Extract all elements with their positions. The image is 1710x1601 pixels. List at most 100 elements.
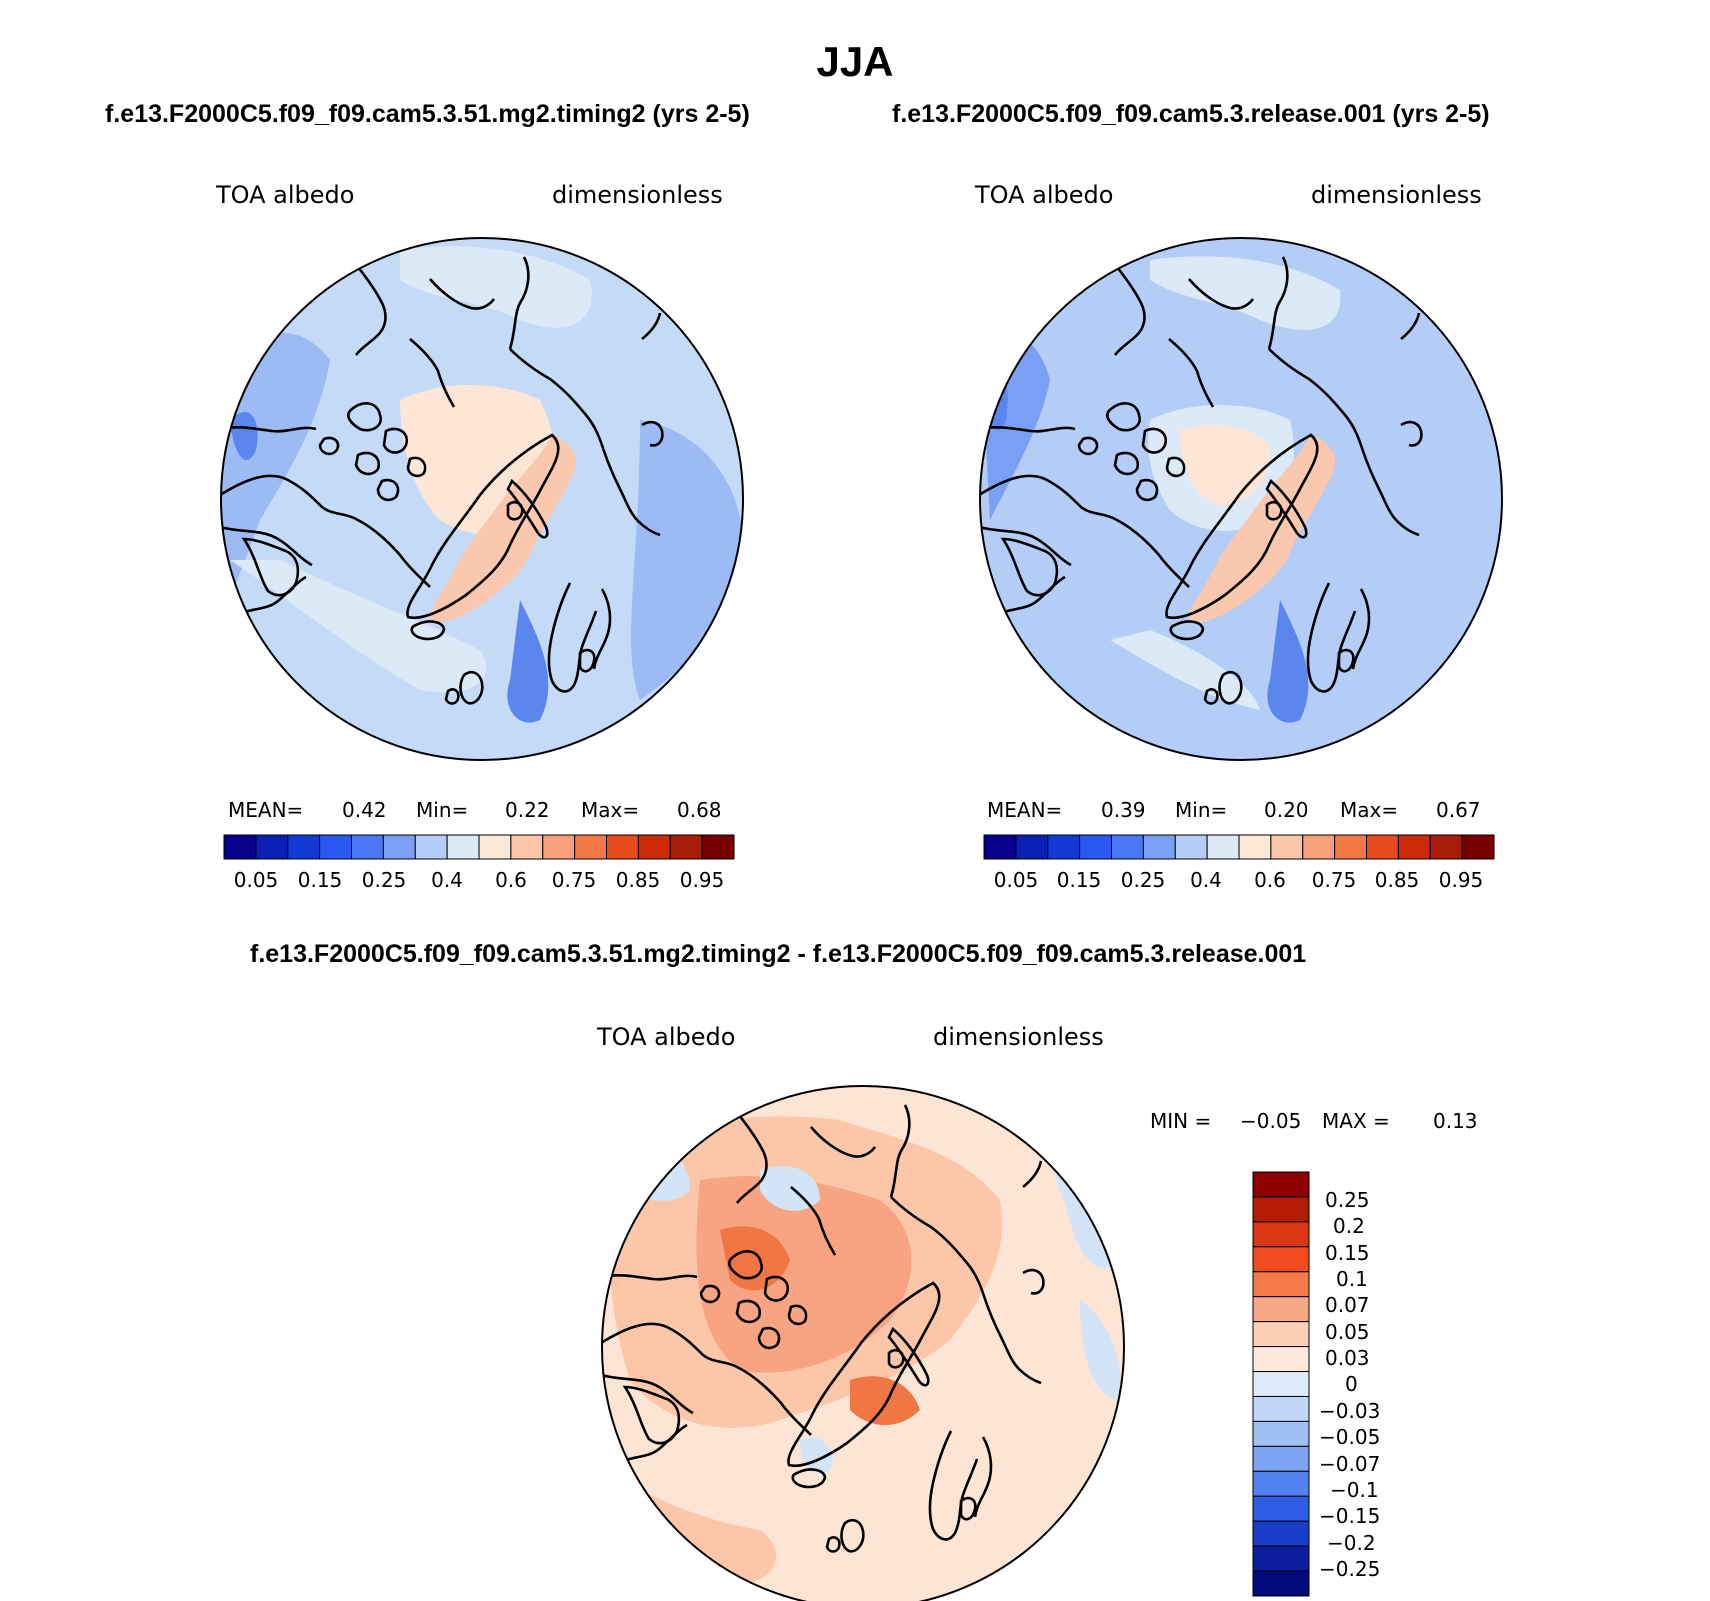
colorbar-swatch [1302,834,1336,860]
colorbar-swatch [637,834,671,860]
diff-cbar-label: −0.25 [1319,1557,1381,1581]
panel-control-run-title: f.e13.F2000C5.f09_f09.cam5.3.release.001… [892,100,1490,128]
colorbar-swatch [1252,1545,1310,1572]
diff-cbar-label: −0.2 [1327,1531,1376,1555]
colorbar-swatch [1461,834,1495,860]
colorbar-swatch [1047,834,1081,860]
panel-test-units-label: dimensionless [552,181,723,209]
panel-test-run-title: f.e13.F2000C5.f09_f09.cam5.3.51.mg2.timi… [105,100,750,128]
diff-max-value: 0.13 [1433,1109,1478,1133]
cbar2-tick: 0.75 [1311,868,1357,892]
panel-test-max-value: 0.68 [677,798,722,822]
map-test-frame [220,237,744,761]
colorbar-swatch [701,834,735,860]
colorbar-swatch [1334,834,1367,860]
colorbar-swatch [983,834,1017,860]
colorbar-swatch [542,834,576,860]
colorbar-swatch [1079,834,1112,860]
panel-control-variable-label: TOA albedo [975,181,1114,209]
colorbar-swatch [1252,1420,1310,1447]
colorbar-swatch [1252,1171,1310,1198]
colorbar-swatch [1111,834,1144,860]
colorbar-swatch [319,834,352,860]
diff-variable-label: TOA albedo [597,1023,736,1051]
colorbar-swatch [1429,834,1463,860]
diff-cbar-label: 0.25 [1325,1188,1370,1212]
diff-cbar-label: 0.07 [1325,1293,1370,1317]
map-diff-frame [601,1085,1125,1601]
colorbar-swatch [1397,834,1431,860]
diff-cbar-label: 0.05 [1325,1320,1370,1344]
colorbar-swatch [1252,1321,1310,1348]
colorbar-swatch [478,834,512,860]
colorbar-swatch [1252,1570,1310,1597]
cbar1-tick: 0.75 [551,868,597,892]
diff-min-label: MIN = [1150,1109,1212,1133]
cbar2-tick: 0.05 [993,868,1039,892]
cbar1-tick: 0.6 [495,868,527,892]
colorbar-swatch [1238,834,1272,860]
map-control [980,238,1502,760]
diff-min-value: −0.05 [1240,1109,1302,1133]
diff-cbar-label: 0.2 [1333,1214,1365,1238]
panel-control-max-value: 0.67 [1436,798,1481,822]
diff-cbar-label: −0.1 [1330,1478,1379,1502]
colorbar-swatch [382,834,416,860]
colorbar-swatch [1252,1246,1310,1273]
diff-cbar-label: −0.03 [1319,1399,1381,1423]
cbar1-tick: 0.05 [233,868,279,892]
colorbar-swatch [1174,834,1208,860]
colorbar-test [223,834,735,860]
cbar2-tick: 0.25 [1120,868,1166,892]
cbar1-tick: 0.15 [297,868,343,892]
diff-cbar-label: −0.05 [1319,1425,1381,1449]
cbar1-tick: 0.4 [431,868,463,892]
colorbar-swatch [1252,1520,1310,1547]
map-test [221,238,743,760]
colorbar-swatch [1252,1346,1310,1373]
cbar2-tick: 0.6 [1254,868,1286,892]
cbar2-tick: 0.15 [1056,868,1102,892]
colorbar-swatch [669,834,703,860]
panel-control-mean-value: 0.39 [1101,798,1146,822]
cbar2-tick: 0.95 [1438,868,1484,892]
cbar1-tick: 0.25 [361,868,407,892]
colorbar-swatch [414,834,448,860]
colorbar-swatch [1206,834,1240,860]
colorbar-swatch [1252,1371,1310,1397]
colorbar-swatch [1015,834,1049,860]
colorbar-swatch [606,834,639,860]
colorbar-swatch [1252,1271,1310,1298]
colorbar-diff [1252,1171,1310,1597]
panel-control-mean-label: MEAN= [987,798,1063,822]
colorbar-swatch [1252,1395,1310,1422]
colorbar-swatch [1252,1221,1310,1248]
colorbar-swatch [1366,834,1399,860]
panel-test-min-value: 0.22 [505,798,550,822]
panel-control-min-label: Min= [1175,798,1228,822]
diff-cbar-label: 0.1 [1336,1267,1368,1291]
colorbar-swatch [1252,1196,1310,1223]
diff-units-label: dimensionless [933,1023,1104,1051]
diff-cbar-label: 0.15 [1325,1241,1370,1265]
cbar1-tick: 0.85 [615,868,661,892]
colorbar-swatch [510,834,544,860]
panel-test-mean-value: 0.42 [342,798,387,822]
colorbar-swatch [1252,1296,1310,1323]
colorbar-swatch [223,834,257,860]
map-control-frame [979,237,1503,761]
colorbar-swatch [255,834,289,860]
diff-cbar-label: −0.07 [1319,1452,1381,1476]
colorbar-swatch [446,834,480,860]
panel-test-max-label: Max= [581,798,640,822]
colorbar-swatch [1270,834,1304,860]
colorbar-swatch [287,834,321,860]
map-diff [602,1086,1124,1601]
colorbar-swatch [1252,1495,1310,1522]
cbar1-tick: 0.95 [679,868,725,892]
colorbar-swatch [574,834,607,860]
colorbar-swatch [1252,1470,1310,1497]
figure-title: JJA [816,38,894,85]
cbar2-tick: 0.4 [1190,868,1222,892]
